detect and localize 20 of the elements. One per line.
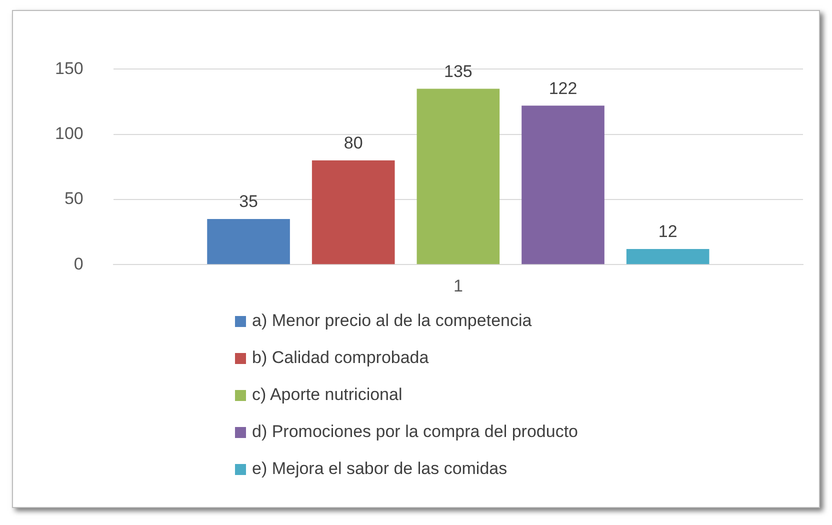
y-tick-label: 0 (74, 254, 84, 274)
y-tick-label: 150 (54, 58, 84, 78)
bar (522, 106, 604, 264)
legend-label: b) Calidad comprobada (252, 348, 429, 368)
bar (207, 219, 290, 264)
x-tick-label: 1 (453, 276, 463, 296)
legend-label: a) Menor precio al de la competencia (252, 311, 532, 331)
y-tick-label: 50 (64, 189, 84, 208)
legend-label: d) Promociones por la compra del producto (252, 422, 578, 442)
bar (416, 88, 500, 264)
bar (626, 248, 710, 264)
legend-label: e) Mejora el sabor de las comidas (252, 459, 508, 479)
data-label: 35 (239, 192, 258, 212)
data-label: 12 (658, 222, 678, 242)
legend-label: c) Aporte nutricional (252, 385, 402, 405)
y-tick-label: 100 (54, 124, 84, 144)
bar (312, 160, 395, 264)
data-label: 80 (344, 134, 363, 153)
data-label: 122 (548, 78, 578, 98)
data-label: 135 (444, 62, 472, 81)
